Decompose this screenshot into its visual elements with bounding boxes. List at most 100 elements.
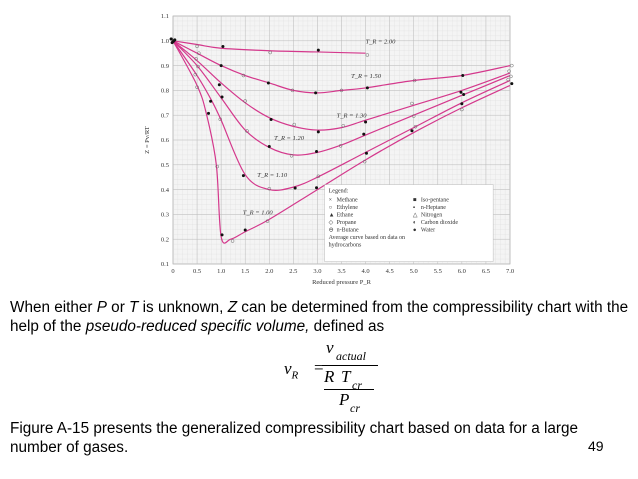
x-tick-label: 2.0 xyxy=(265,268,273,275)
para1-text-b: or xyxy=(106,299,130,316)
fraction-bar-inner xyxy=(324,389,374,390)
data-point-hollow xyxy=(241,73,246,78)
data-point-hollow xyxy=(265,219,270,223)
formula-lhs: vR xyxy=(284,359,298,381)
data-point-hollow xyxy=(339,88,344,93)
data-point xyxy=(207,111,210,115)
legend-marker-icon: ● xyxy=(413,228,417,234)
data-point xyxy=(314,91,318,95)
data-point xyxy=(266,81,270,85)
data-point-hollow xyxy=(289,154,294,158)
formula-critical-temperature-sub: cr xyxy=(352,378,362,392)
y-tick-label: 0.7 xyxy=(161,112,170,119)
y-tick-label: 0.3 xyxy=(161,212,169,219)
data-point-hollow xyxy=(411,114,416,118)
data-point xyxy=(220,233,224,237)
data-point-hollow xyxy=(245,129,249,133)
formula-numerator-var: v xyxy=(326,338,334,357)
data-point xyxy=(460,102,464,106)
y-tick-label: 0.5 xyxy=(161,162,169,169)
legend-entry: Methane xyxy=(337,198,358,204)
x-tick-label: 6.5 xyxy=(482,268,490,275)
legend-background xyxy=(324,184,494,262)
data-point xyxy=(315,186,319,190)
data-point-hollow xyxy=(196,64,200,69)
series-curve xyxy=(172,40,511,131)
y-tick-label: 1.1 xyxy=(161,13,169,20)
data-point xyxy=(221,44,225,48)
legend-note: Average curve based on data on xyxy=(329,235,405,241)
data-point xyxy=(293,186,297,190)
data-point xyxy=(243,228,247,232)
data-point-hollow xyxy=(507,69,511,73)
y-tick-label: 0.1 xyxy=(161,261,169,268)
formula-critical-temperature: T xyxy=(341,367,351,386)
data-point-hollow xyxy=(365,53,370,57)
legend-entry: n-Heptane xyxy=(421,205,446,211)
data-point-hollow xyxy=(197,51,201,55)
series-curve xyxy=(172,40,511,94)
data-point xyxy=(220,95,224,99)
y-axis-label: Z = Pv/RT xyxy=(144,126,151,154)
x-tick-label: 7.0 xyxy=(506,268,514,275)
x-tick-label: 4.0 xyxy=(362,268,370,275)
legend-entries: × Methane ○ Ethylene▲ Ethane◇ Propane⊖ n-Butan… xyxy=(329,198,459,234)
data-point xyxy=(171,40,175,44)
data-point-hollow xyxy=(412,78,417,83)
data-point-hollow xyxy=(341,124,346,128)
y-tick-label: 0.8 xyxy=(161,88,169,95)
formula-lhs-var: v xyxy=(284,359,292,378)
y-tick-label: 0.2 xyxy=(161,236,169,243)
legend-entry: n-Butane xyxy=(337,228,359,234)
legend-entry: Propane xyxy=(337,220,357,226)
series-curve xyxy=(172,40,511,244)
data-point-hollow xyxy=(194,57,198,61)
data-point-hollow xyxy=(362,159,367,164)
data-point-hollow xyxy=(460,107,464,112)
series-curve xyxy=(172,40,511,191)
para1-text-e: defined as xyxy=(309,318,385,335)
curve-label: T_R = 1.10 xyxy=(257,172,288,179)
data-point-hollow xyxy=(195,85,199,89)
legend-entry: Carbon dioxide xyxy=(421,220,458,226)
data-point xyxy=(461,74,465,78)
formula-lhs-sub: R xyxy=(291,369,299,382)
legend-marker-icon: ◇ xyxy=(329,220,334,226)
y-tick-label: 1.0 xyxy=(161,38,169,45)
x-tick-label: 0 xyxy=(171,268,174,275)
formula-critical-pressure-sub: cr xyxy=(350,401,360,415)
data-point xyxy=(315,150,319,153)
data-point-hollow xyxy=(292,122,297,127)
curve-label: T_R = 2.00 xyxy=(366,38,397,45)
data-point xyxy=(209,99,213,103)
data-point xyxy=(365,86,369,90)
legend-entry: Water xyxy=(421,228,435,234)
formula-equals: = xyxy=(314,358,324,377)
compressibility-chart: 0 0.5 1.0 1.5 2.0 2.5 3.0 3.5 4.0 4.5 5.0 5.5 6.0 6.5… xyxy=(136,4,522,296)
curve-label: T_R = 1.50 xyxy=(351,73,382,80)
data-point-hollow xyxy=(215,164,219,169)
data-point-hollow xyxy=(338,144,343,148)
legend-entry: Iso-pentane xyxy=(421,198,449,204)
x-tick-label: 2.5 xyxy=(289,268,297,275)
curves xyxy=(172,40,511,244)
data-point-hollow xyxy=(509,74,513,79)
data-point-hollow xyxy=(506,77,510,82)
data-point xyxy=(316,48,320,52)
x-tick-label: 0.5 xyxy=(193,268,201,275)
curve-label: T_R = 1.30 xyxy=(337,113,368,120)
legend-entry: Ethylene xyxy=(337,205,359,211)
x-tick-label: 5.5 xyxy=(434,268,442,275)
data-point xyxy=(269,117,273,121)
fraction-bar-main xyxy=(322,365,378,366)
intro-paragraph: When either P or T is unknown, Z can be … xyxy=(10,298,630,336)
legend-entry: Ethane xyxy=(337,213,354,219)
page-number: 49 xyxy=(588,438,604,454)
data-point xyxy=(169,37,173,41)
var-Z: Z xyxy=(227,299,238,316)
formula-numerator-sub: actual xyxy=(336,349,366,363)
data-point xyxy=(217,83,221,87)
x-axis-label: Reduced pressure P_R xyxy=(312,279,372,286)
data-point xyxy=(462,92,466,96)
para1-text-d: can be determined from the compressibili… xyxy=(10,299,629,335)
